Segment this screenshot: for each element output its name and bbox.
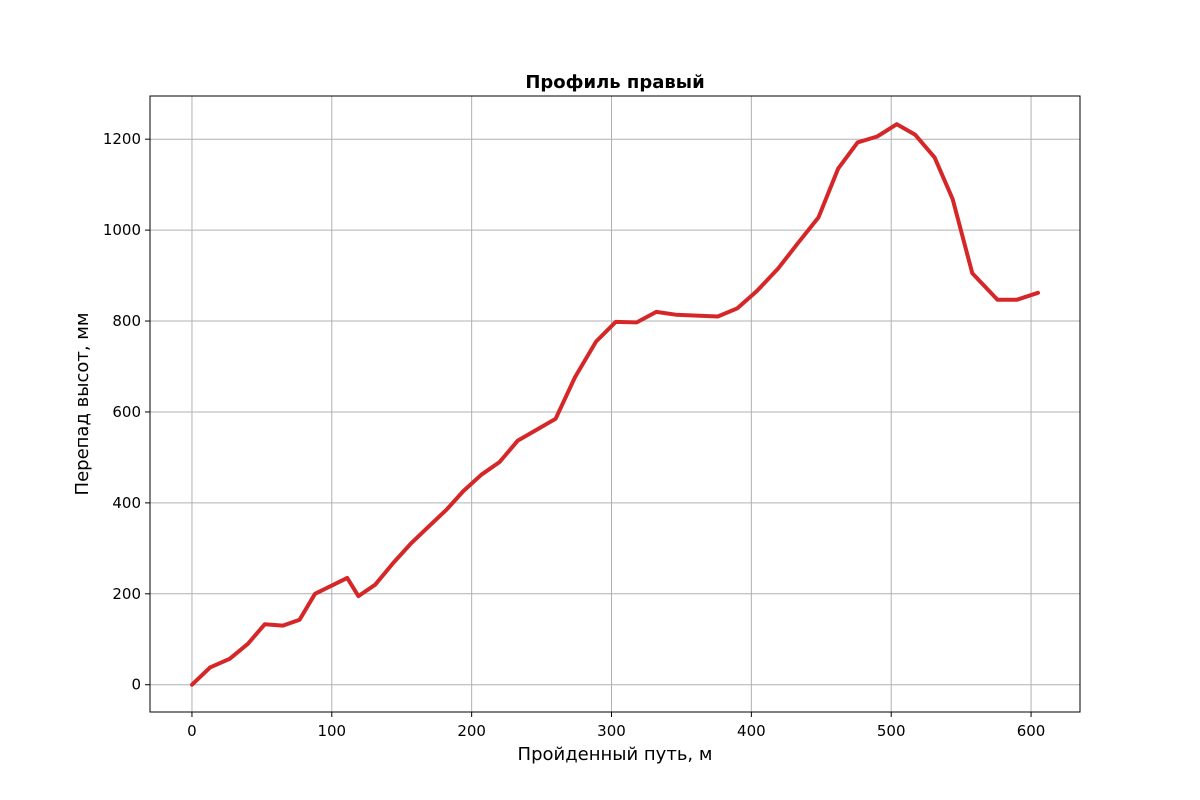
series-line [190, 122, 1040, 687]
x-tick-label: 600 [1017, 722, 1046, 740]
grid [150, 96, 1080, 712]
x-tick-label: 400 [737, 722, 766, 740]
y-tick-label: 800 [112, 312, 141, 330]
x-tick-label: 0 [187, 722, 197, 740]
x-tick-label: 300 [597, 722, 626, 740]
plot-area-frame [149, 95, 1081, 713]
ticks: 0 100 200 300 400 500 600 0 200 400 600 800 1000 1200 [103, 130, 1046, 740]
y-axis-label: Перепад высот, мм [72, 313, 93, 496]
x-axis-label: Пройденный путь, м [518, 744, 713, 765]
series-layer [190, 122, 1040, 687]
y-tick-label: 1000 [103, 221, 141, 239]
y-tick-label: 1200 [103, 130, 141, 148]
y-tick-label: 200 [112, 585, 141, 603]
y-tick-label: 400 [112, 494, 141, 512]
x-tick-label: 200 [457, 722, 486, 740]
y-tick-label: 600 [112, 403, 141, 421]
x-tick-label: 100 [317, 722, 346, 740]
chart-title: Профиль правый [525, 72, 704, 93]
x-tick-label: 500 [877, 722, 906, 740]
y-tick-label: 0 [131, 676, 141, 694]
